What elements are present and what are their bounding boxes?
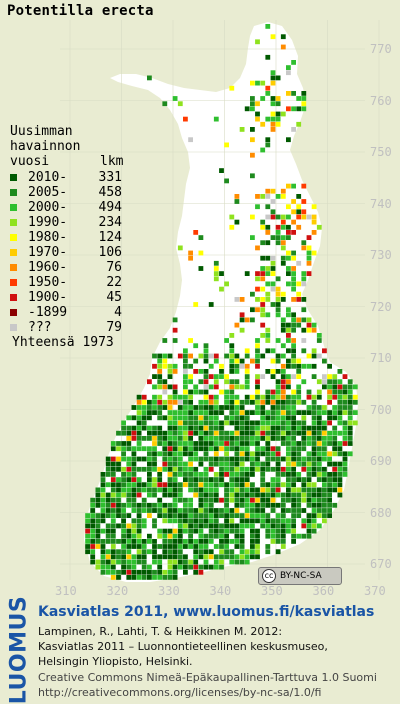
legend-item: 1900- 45 [10,290,122,305]
legend-count: 124 [98,230,122,245]
cc-badge-text: BY-NC-SA [280,571,322,581]
species-title: Potentilla erecta [7,3,154,19]
legend-item: ??? 79 [10,320,122,335]
legend-swatch [10,249,17,256]
cc-icon: cc [262,569,276,583]
legend-count: 494 [98,200,122,215]
legend-item: 1970- 106 [10,245,122,260]
legend-item: 1990- 234 [10,215,122,230]
reference-line3: Helsingin Yliopisto, Helsinki. [38,655,193,668]
distribution-map [60,20,380,582]
x-tick-label: 330 [158,584,180,598]
legend-count: 22 [106,275,122,290]
legend-count: 79 [106,320,122,335]
legend-header-line1: Uusimman [10,124,73,139]
legend-year: 1970- [28,245,68,260]
legend-count: 4 [114,305,122,320]
occurrence-cells [85,24,358,580]
legend-item: 1950- 22 [10,275,122,290]
x-tick-label: 310 [55,584,77,598]
legend-count: 331 [98,170,122,185]
license-line1: Creative Commons Nimeä-Epäkaupallinen-Ta… [38,671,377,684]
legend-swatch [10,204,17,211]
reference-line1: Lampinen, R., Lahti, T. & Heikkinen M. 2… [38,625,283,638]
legend-year: 1900- [28,290,68,305]
y-tick-label: 690 [370,454,392,468]
legend-swatch [10,219,17,226]
legend-count: 106 [98,245,122,260]
cc-license-badge[interactable]: cc BY-NC-SA [258,567,342,585]
legend-swatch [10,279,17,286]
x-tick-label: 370 [364,584,386,598]
y-tick-label: 720 [370,299,392,314]
x-tick-label: 340 [209,584,232,598]
luomus-logo: LUOMUS [6,596,32,704]
legend-item: 1980- 124 [10,230,122,245]
legend-swatch [10,324,17,331]
legend-year: ??? [28,320,52,335]
legend-item: 2000- 494 [10,200,122,215]
legend-year: 1990- [28,215,68,230]
y-tick-label: 750 [370,145,392,159]
legend-year: 2000- [28,200,68,215]
y-tick-label: 760 [370,93,392,108]
luomus-logo-text: LUOMUS [6,595,32,704]
legend-swatch [10,264,17,271]
legend-count: 234 [98,215,122,230]
legend-year: 2005- [28,185,68,200]
y-tick-label: 680 [370,505,392,520]
legend-swatch [10,309,17,316]
reference-line2: Kasviatlas 2011 – Luonnontieteellinen ke… [38,640,328,653]
legend-swatch [10,234,17,241]
legend-total: Yhteensä 1973 [12,335,114,350]
legend-year: 1960- [28,260,68,275]
x-tick-label: 320 [106,584,129,598]
legend-count: 458 [98,185,122,200]
legend-swatch [10,174,17,181]
legend-year: 1950- [28,275,68,290]
kasviatlas-link[interactable]: Kasviatlas 2011, www.luomus.fi/kasviatla… [38,604,375,620]
legend-swatch [10,294,17,301]
y-tick-label: 770 [370,42,392,56]
legend-year: 1980- [28,230,68,245]
legend-header-count: lkm [100,154,124,169]
y-tick-label: 710 [370,351,392,365]
legend-header-line2: havainnon [10,139,81,154]
legend-year: 2010- [28,170,68,185]
y-tick-label: 670 [370,557,392,571]
legend-count: 45 [106,290,122,305]
legend-header-line3: vuosi [10,154,50,169]
legend-year: -1899 [28,305,68,320]
legend-item: 2010- 331 [10,170,122,185]
legend-item: 1960- 76 [10,260,122,275]
license-line2[interactable]: http://creativecommons.org/licenses/by-n… [38,686,322,699]
x-tick-label: 350 [261,584,283,598]
legend-count: 76 [106,260,122,275]
y-tick-label: 740 [370,196,392,211]
y-tick-label: 730 [370,248,392,262]
x-tick-label: 360 [312,584,335,598]
legend-swatch [10,189,17,196]
legend-item: 2005- 458 [10,185,122,200]
y-tick-label: 700 [370,402,392,417]
legend-item: -1899 4 [10,305,122,320]
